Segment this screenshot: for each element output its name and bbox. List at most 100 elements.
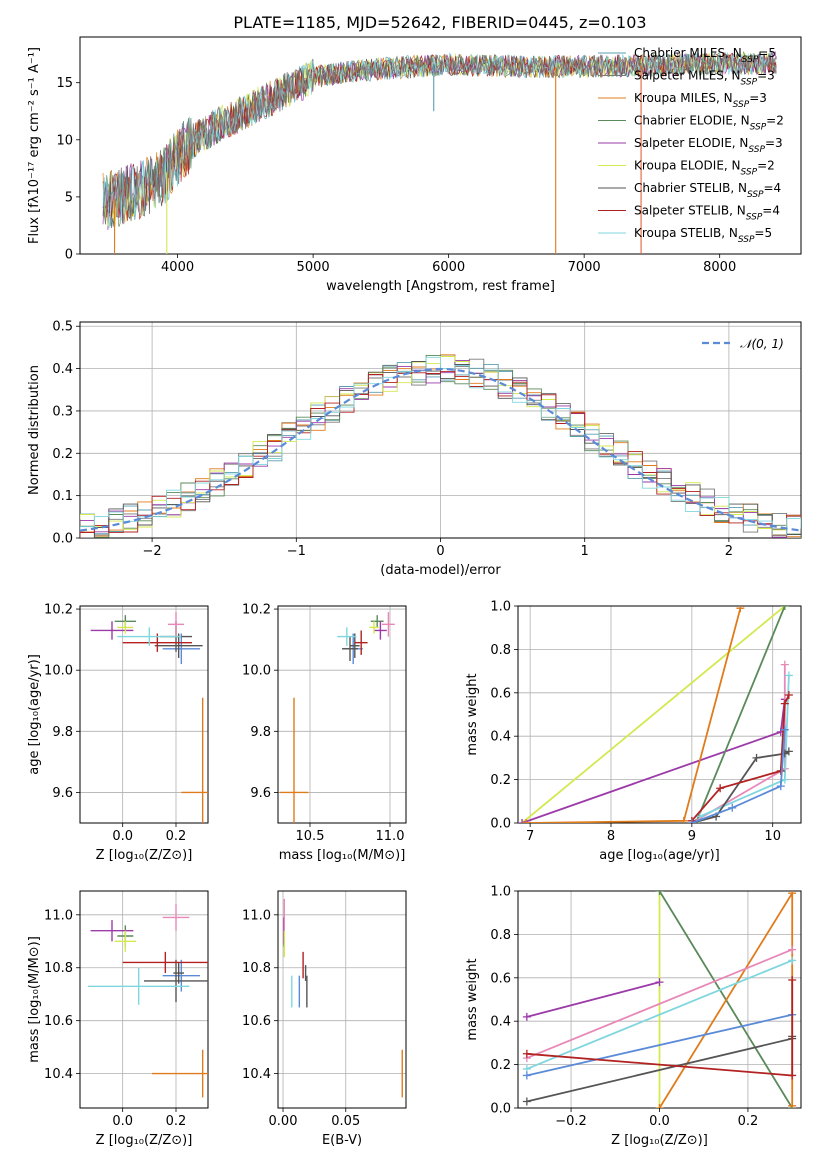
x-tick-label: −1	[287, 544, 306, 559]
mass-vs-Z-panel: 0.0 0.2 10.4 10.6 10.8 11.0 Z [log₁₀(Z/Z⊙)] mas…	[27, 890, 209, 1148]
legend-count: =4	[762, 204, 780, 218]
spectrum-lines	[102, 51, 777, 254]
y-tick-label: 1.0	[490, 885, 511, 900]
errorbar-point	[173, 962, 184, 984]
x-tick-label: 2	[725, 544, 733, 559]
y-tick-label: 0.4	[52, 362, 73, 377]
y-tick-label: 10.0	[242, 664, 271, 679]
series-marker	[728, 803, 737, 812]
y-tick-label: 0.6	[490, 971, 511, 986]
errorbar-point	[279, 697, 309, 823]
series-line	[691, 750, 790, 823]
legend-count: =5	[754, 226, 772, 240]
series-line	[695, 606, 786, 823]
legend-count: =2	[766, 114, 784, 128]
legend-subscript: SSP	[747, 190, 764, 200]
series-marker	[716, 784, 725, 793]
errorbar-point	[162, 904, 190, 931]
y-axis-title: Flux [fλ10⁻¹⁷ erg cm⁻² s⁻¹ A⁻¹]	[27, 47, 42, 244]
series-marker	[788, 956, 797, 965]
x-axis-title: wavelength [Angstrom, rest frame]	[326, 279, 555, 294]
series-line	[521, 699, 786, 823]
y-tick-label: 10.8	[44, 961, 73, 976]
series-line	[526, 948, 793, 1059]
series-marker	[522, 1071, 531, 1080]
y-tick-label: 10.4	[44, 1067, 73, 1082]
series-marker	[784, 671, 793, 680]
x-axis-title: Z [log₁₀(Z/Z⊙)]	[96, 848, 193, 863]
series-marker	[780, 725, 789, 734]
x-tick-label: 0.2	[166, 829, 187, 844]
x-tick-label: 8000	[703, 260, 736, 275]
series-marker	[780, 660, 789, 669]
y-axis-title: mass [log₁₀(M/M⊙)]	[27, 936, 42, 1063]
y-tick-label: 10.4	[242, 1067, 271, 1082]
histogram-line	[80, 356, 801, 536]
errorbar-point	[152, 1049, 208, 1098]
x-axis-title: age [log₁₀(age/yr)]	[599, 848, 720, 863]
y-tick-label: 0	[65, 248, 73, 263]
spectrum-line	[102, 52, 777, 229]
plot-frame	[79, 321, 802, 539]
y-tick-label: 0.0	[490, 817, 511, 832]
errorbar-point	[370, 615, 384, 628]
plot-frame	[79, 605, 209, 824]
legend-label: Chabrier STELIB, NSSP=4	[634, 181, 781, 200]
x-tick-label: 9	[688, 829, 696, 844]
legend-count: =3	[765, 136, 783, 150]
plot-frame	[79, 36, 802, 255]
y-tick-label: 0.1	[52, 489, 73, 504]
x-tick-label: 0.0	[112, 1114, 133, 1129]
y-tick-label: 1.0	[490, 600, 511, 615]
series-line	[691, 729, 786, 823]
y-tick-label: 10.6	[242, 1014, 271, 1029]
series-marker	[780, 606, 789, 610]
x-axis-title: E(B-V)	[322, 1133, 362, 1148]
errorbars	[88, 904, 208, 1098]
x-tick-label: 10.5	[296, 829, 325, 844]
y-tick-label: 0.8	[490, 643, 511, 658]
y-tick-label: 15	[56, 76, 73, 91]
y-tick-label: 10.2	[44, 603, 73, 618]
x-tick-label: 5000	[297, 260, 330, 275]
legend-subscript: SSP	[750, 123, 767, 133]
y-tick-label: 0.2	[490, 1058, 511, 1073]
y-tick-label: 0.3	[52, 404, 73, 419]
errorbar-point	[168, 612, 184, 637]
x-tick-label: 1	[581, 544, 589, 559]
x-axis-title: (data-model)/error	[380, 563, 501, 578]
y-tick-label: 11.0	[242, 908, 271, 923]
errorbar-point	[144, 959, 208, 1003]
errorbar-point	[374, 621, 387, 640]
spectrum-panel: 4000 5000 6000 7000 8000 0 5 10 15 wavelength [An…	[27, 36, 802, 294]
x-tick-label: −0.2	[555, 1114, 587, 1129]
y-tick-label: 0.6	[490, 686, 511, 701]
figure-title: PLATE=1185, MJD=52642, FIBERID=0445, z=0…	[233, 13, 646, 32]
residuals-panel: −2 −1 0 1 2 0.0 0.1 0.2 0.3 0.4 0.5 (data-model)/er…	[27, 320, 802, 578]
legend-subscript: SSP	[741, 168, 758, 178]
x-tick-label: 8	[607, 829, 615, 844]
y-axis-title: mass weight	[465, 958, 480, 1040]
legend-subscript: SSP	[733, 100, 750, 110]
errorbar-point	[354, 630, 368, 655]
legend-label: Salpeter ELODIE, NSSP=3	[634, 136, 783, 155]
x-tick-label: 7	[526, 829, 534, 844]
series-marker	[655, 1104, 664, 1108]
histogram-lines	[80, 354, 801, 538]
y-tick-label: 10.8	[242, 961, 271, 976]
errorbar-point	[90, 621, 134, 640]
series-line	[526, 1013, 793, 1077]
series-marker	[522, 819, 531, 823]
y-tick-label: 5	[65, 190, 73, 205]
legend-count: =3	[757, 69, 775, 83]
series-marker	[752, 753, 761, 762]
x-tick-label: 4000	[161, 260, 194, 275]
x-axis-title: mass [log₁₀(M/M⊙)]	[279, 848, 406, 863]
x-axis-title: Z [log₁₀(Z/Z⊙)]	[96, 1133, 193, 1148]
errorbar-point	[342, 636, 358, 662]
errorbar-point	[117, 627, 182, 646]
y-tick-label: 9.6	[250, 786, 271, 801]
x-tick-label: 0	[436, 544, 444, 559]
